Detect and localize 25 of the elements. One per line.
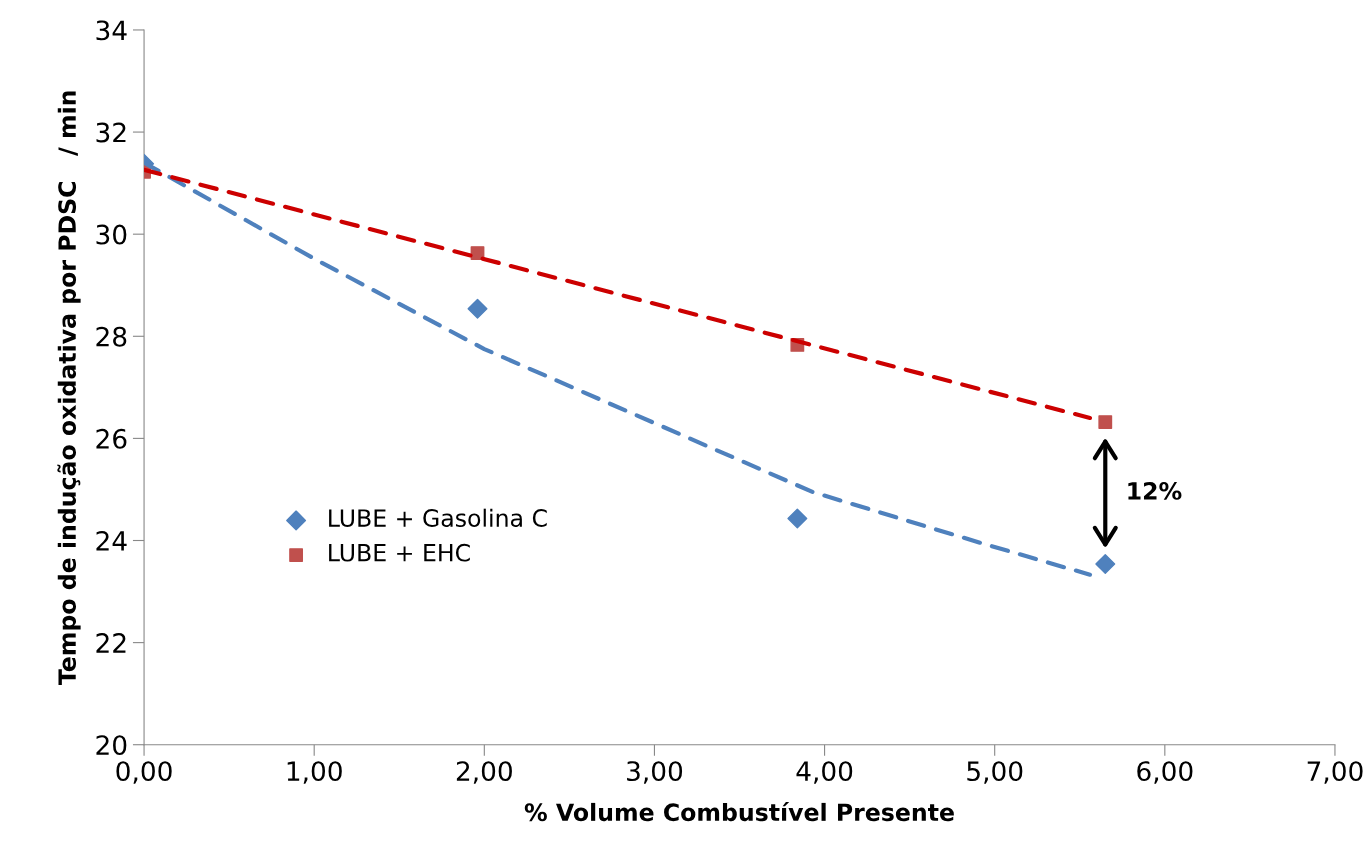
y-tick-label: 22	[96, 633, 126, 653]
x-tick-label: 7,00	[1307, 761, 1363, 784]
legend-label: LUBE + EHC	[329, 543, 470, 562]
point	[1095, 553, 1116, 574]
y-tick-label: 32	[96, 122, 126, 143]
annotation: 12%	[1128, 482, 1182, 500]
x-tick-label: 0,00	[116, 761, 172, 784]
x-tick-label: 5,00	[967, 761, 1023, 784]
x-tick-label: 2,00	[456, 761, 512, 784]
x-tick-label: 4,00	[796, 761, 853, 784]
x-axis-title: % Volume Combustível Presente	[524, 801, 954, 822]
point	[787, 508, 808, 529]
point	[467, 298, 488, 319]
legend-label: LUBE + Gasolina C	[329, 508, 547, 527]
x-tick-label: 6,00	[1137, 761, 1193, 784]
y-tick-label: 34	[96, 20, 127, 41]
x-tick-label: 1,00	[287, 761, 342, 784]
y-tick-label: 20	[96, 735, 127, 756]
point	[1098, 415, 1113, 429]
y-tick-label: 26	[96, 428, 127, 449]
y-axis-title: Tempo de indução oxidativa por PDSC / min	[57, 91, 81, 686]
x-tick-label: 3,00	[627, 761, 683, 784]
y-tick-label: 30	[96, 224, 127, 245]
y-tick-label: 28	[96, 326, 127, 347]
y-tick-label: 24	[96, 530, 127, 551]
